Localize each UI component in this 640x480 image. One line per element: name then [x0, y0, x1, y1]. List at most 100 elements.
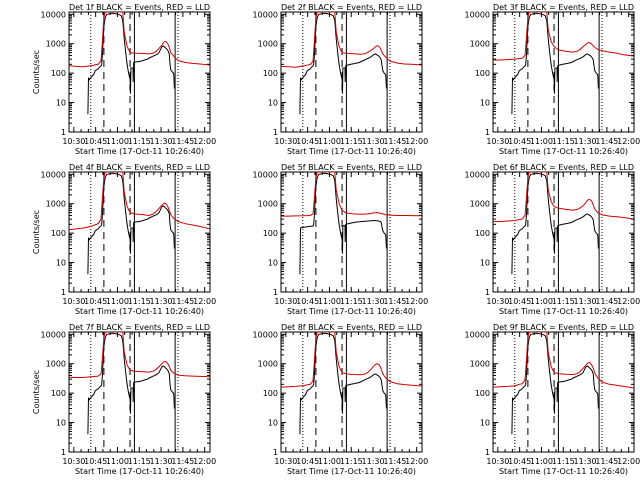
- y-tick-label: 10000: [253, 170, 278, 179]
- plot-frame: [492, 11, 635, 133]
- x-tick-label: 10:30: [486, 297, 509, 306]
- x-tick-label: 10:45: [296, 137, 319, 146]
- y-tick-label: 10: [268, 419, 278, 428]
- events-series-line: [87, 332, 175, 435]
- y-tick-label: 100: [475, 229, 490, 238]
- x-tick-label: 11:15: [552, 457, 575, 466]
- events-series-line: [511, 12, 599, 115]
- plot-frame: [280, 11, 423, 133]
- y-tick-label: 1: [61, 448, 66, 457]
- x-tick-label: 11:45: [595, 137, 618, 146]
- lld-series-line: [281, 172, 422, 217]
- plot-frame: [68, 171, 211, 293]
- x-tick-label: 11:15: [340, 457, 363, 466]
- y-tick-label: 1000: [46, 360, 66, 369]
- detector-panel-3: 1 10 100 1000 10000 10:3010:4511:0011:1511:30…: [465, 3, 640, 156]
- events-series-line: [511, 172, 599, 275]
- detector-panel-7: 1 10 100 1000 10000 10:3010:4511:0011:1511:30…: [32, 323, 216, 476]
- y-tick-label: 10000: [465, 330, 490, 339]
- y-tick-label: 10: [480, 99, 490, 108]
- x-tick-label: 11:30: [150, 137, 173, 146]
- x-tick-label: 10:45: [84, 457, 107, 466]
- y-tick-label: 1000: [258, 360, 278, 369]
- x-tick-label: 11:45: [171, 297, 194, 306]
- x-tick-label: 10:30: [274, 457, 297, 466]
- y-tick-label: 1000: [258, 40, 278, 49]
- y-tick-label: 10000: [41, 170, 66, 179]
- detector-panel-9: 1 10 100 1000 10000 10:3010:4511:0011:1511:30…: [465, 323, 640, 476]
- panel-title: Det 1f BLACK = Events, RED = LLD: [69, 3, 210, 12]
- y-tick-label: 10: [56, 419, 66, 428]
- y-axis-label: Counts/sec: [32, 370, 41, 414]
- x-axis-label: Start Time (17-Oct-11 10:26:40): [287, 307, 416, 316]
- x-tick-label: 12:00: [617, 137, 640, 146]
- y-tick-label: 100: [51, 229, 66, 238]
- y-tick-label: 100: [51, 69, 66, 78]
- lld-series-line: [69, 12, 210, 68]
- y-tick-label: 10000: [41, 10, 66, 19]
- events-series-line: [87, 172, 175, 275]
- events-series-line: [299, 12, 387, 115]
- panel-title: Det 2f BLACK = Events, RED = LLD: [281, 3, 422, 12]
- lld-series-line: [281, 12, 422, 68]
- lld-series-line: [493, 332, 634, 389]
- x-tick-label: 12:00: [405, 457, 428, 466]
- detector-panel-4: 1 10 100 1000 10000 10:3010:4511:0011:1511:30…: [32, 163, 216, 316]
- y-tick-label: 1: [485, 288, 490, 297]
- y-tick-label: 1000: [46, 40, 66, 49]
- y-tick-label: 100: [475, 69, 490, 78]
- detector-panel-5: 1 10 100 1000 10000 10:3010:4511:0011:1511:30…: [253, 163, 429, 316]
- x-tick-label: 11:15: [128, 457, 151, 466]
- y-tick-label: 1000: [46, 200, 66, 209]
- plot-frame: [280, 331, 423, 453]
- x-tick-label: 11:15: [340, 297, 363, 306]
- x-tick-label: 10:30: [274, 297, 297, 306]
- x-tick-label: 11:45: [595, 457, 618, 466]
- lld-series-line: [69, 172, 210, 231]
- x-tick-label: 11:45: [171, 457, 194, 466]
- y-tick-label: 1: [273, 448, 278, 457]
- y-tick-label: 1000: [470, 360, 490, 369]
- panel-title: Det 7f BLACK = Events, RED = LLD: [69, 323, 210, 332]
- y-tick-label: 100: [263, 229, 278, 238]
- x-tick-label: 11:30: [574, 137, 597, 146]
- x-tick-label: 11:45: [595, 297, 618, 306]
- x-tick-label: 11:00: [530, 137, 553, 146]
- y-tick-label: 1: [485, 128, 490, 137]
- y-tick-label: 10: [268, 99, 278, 108]
- x-tick-label: 11:15: [128, 297, 151, 306]
- y-tick-label: 10000: [253, 330, 278, 339]
- y-tick-label: 1: [273, 128, 278, 137]
- events-series-line: [299, 332, 387, 435]
- x-tick-label: 11:00: [318, 297, 341, 306]
- y-tick-label: 100: [263, 69, 278, 78]
- y-tick-label: 10000: [465, 170, 490, 179]
- detector-panel-1: 1 10 100 1000 10000 10:3010:4511:0011:1511:30…: [32, 3, 216, 156]
- x-tick-label: 11:15: [552, 137, 575, 146]
- x-tick-label: 10:45: [508, 457, 531, 466]
- x-tick-label: 10:30: [62, 457, 85, 466]
- x-tick-label: 10:45: [296, 457, 319, 466]
- x-tick-label: 11:00: [530, 297, 553, 306]
- y-tick-label: 100: [51, 389, 66, 398]
- x-tick-label: 10:45: [84, 297, 107, 306]
- panel-title: Det 8f BLACK = Events, RED = LLD: [281, 323, 422, 332]
- detector-panel-2: 1 10 100 1000 10000 10:3010:4511:0011:1511:30…: [253, 3, 429, 156]
- x-tick-label: 11:30: [362, 457, 385, 466]
- x-tick-label: 11:30: [574, 457, 597, 466]
- x-tick-label: 10:30: [274, 137, 297, 146]
- x-tick-label: 11:45: [383, 137, 406, 146]
- lld-series-line: [281, 332, 422, 388]
- plot-frame: [492, 171, 635, 293]
- events-series-line: [511, 332, 599, 435]
- lld-series-line: [493, 172, 634, 222]
- y-axis-label: Counts/sec: [32, 210, 41, 254]
- events-series-line: [299, 172, 387, 275]
- x-tick-label: 10:45: [296, 297, 319, 306]
- y-tick-label: 1000: [258, 200, 278, 209]
- y-tick-label: 10000: [253, 10, 278, 19]
- x-tick-label: 10:30: [486, 137, 509, 146]
- panel-title: Det 6f BLACK = Events, RED = LLD: [493, 163, 634, 172]
- x-axis-label: Start Time (17-Oct-11 10:26:40): [287, 147, 416, 156]
